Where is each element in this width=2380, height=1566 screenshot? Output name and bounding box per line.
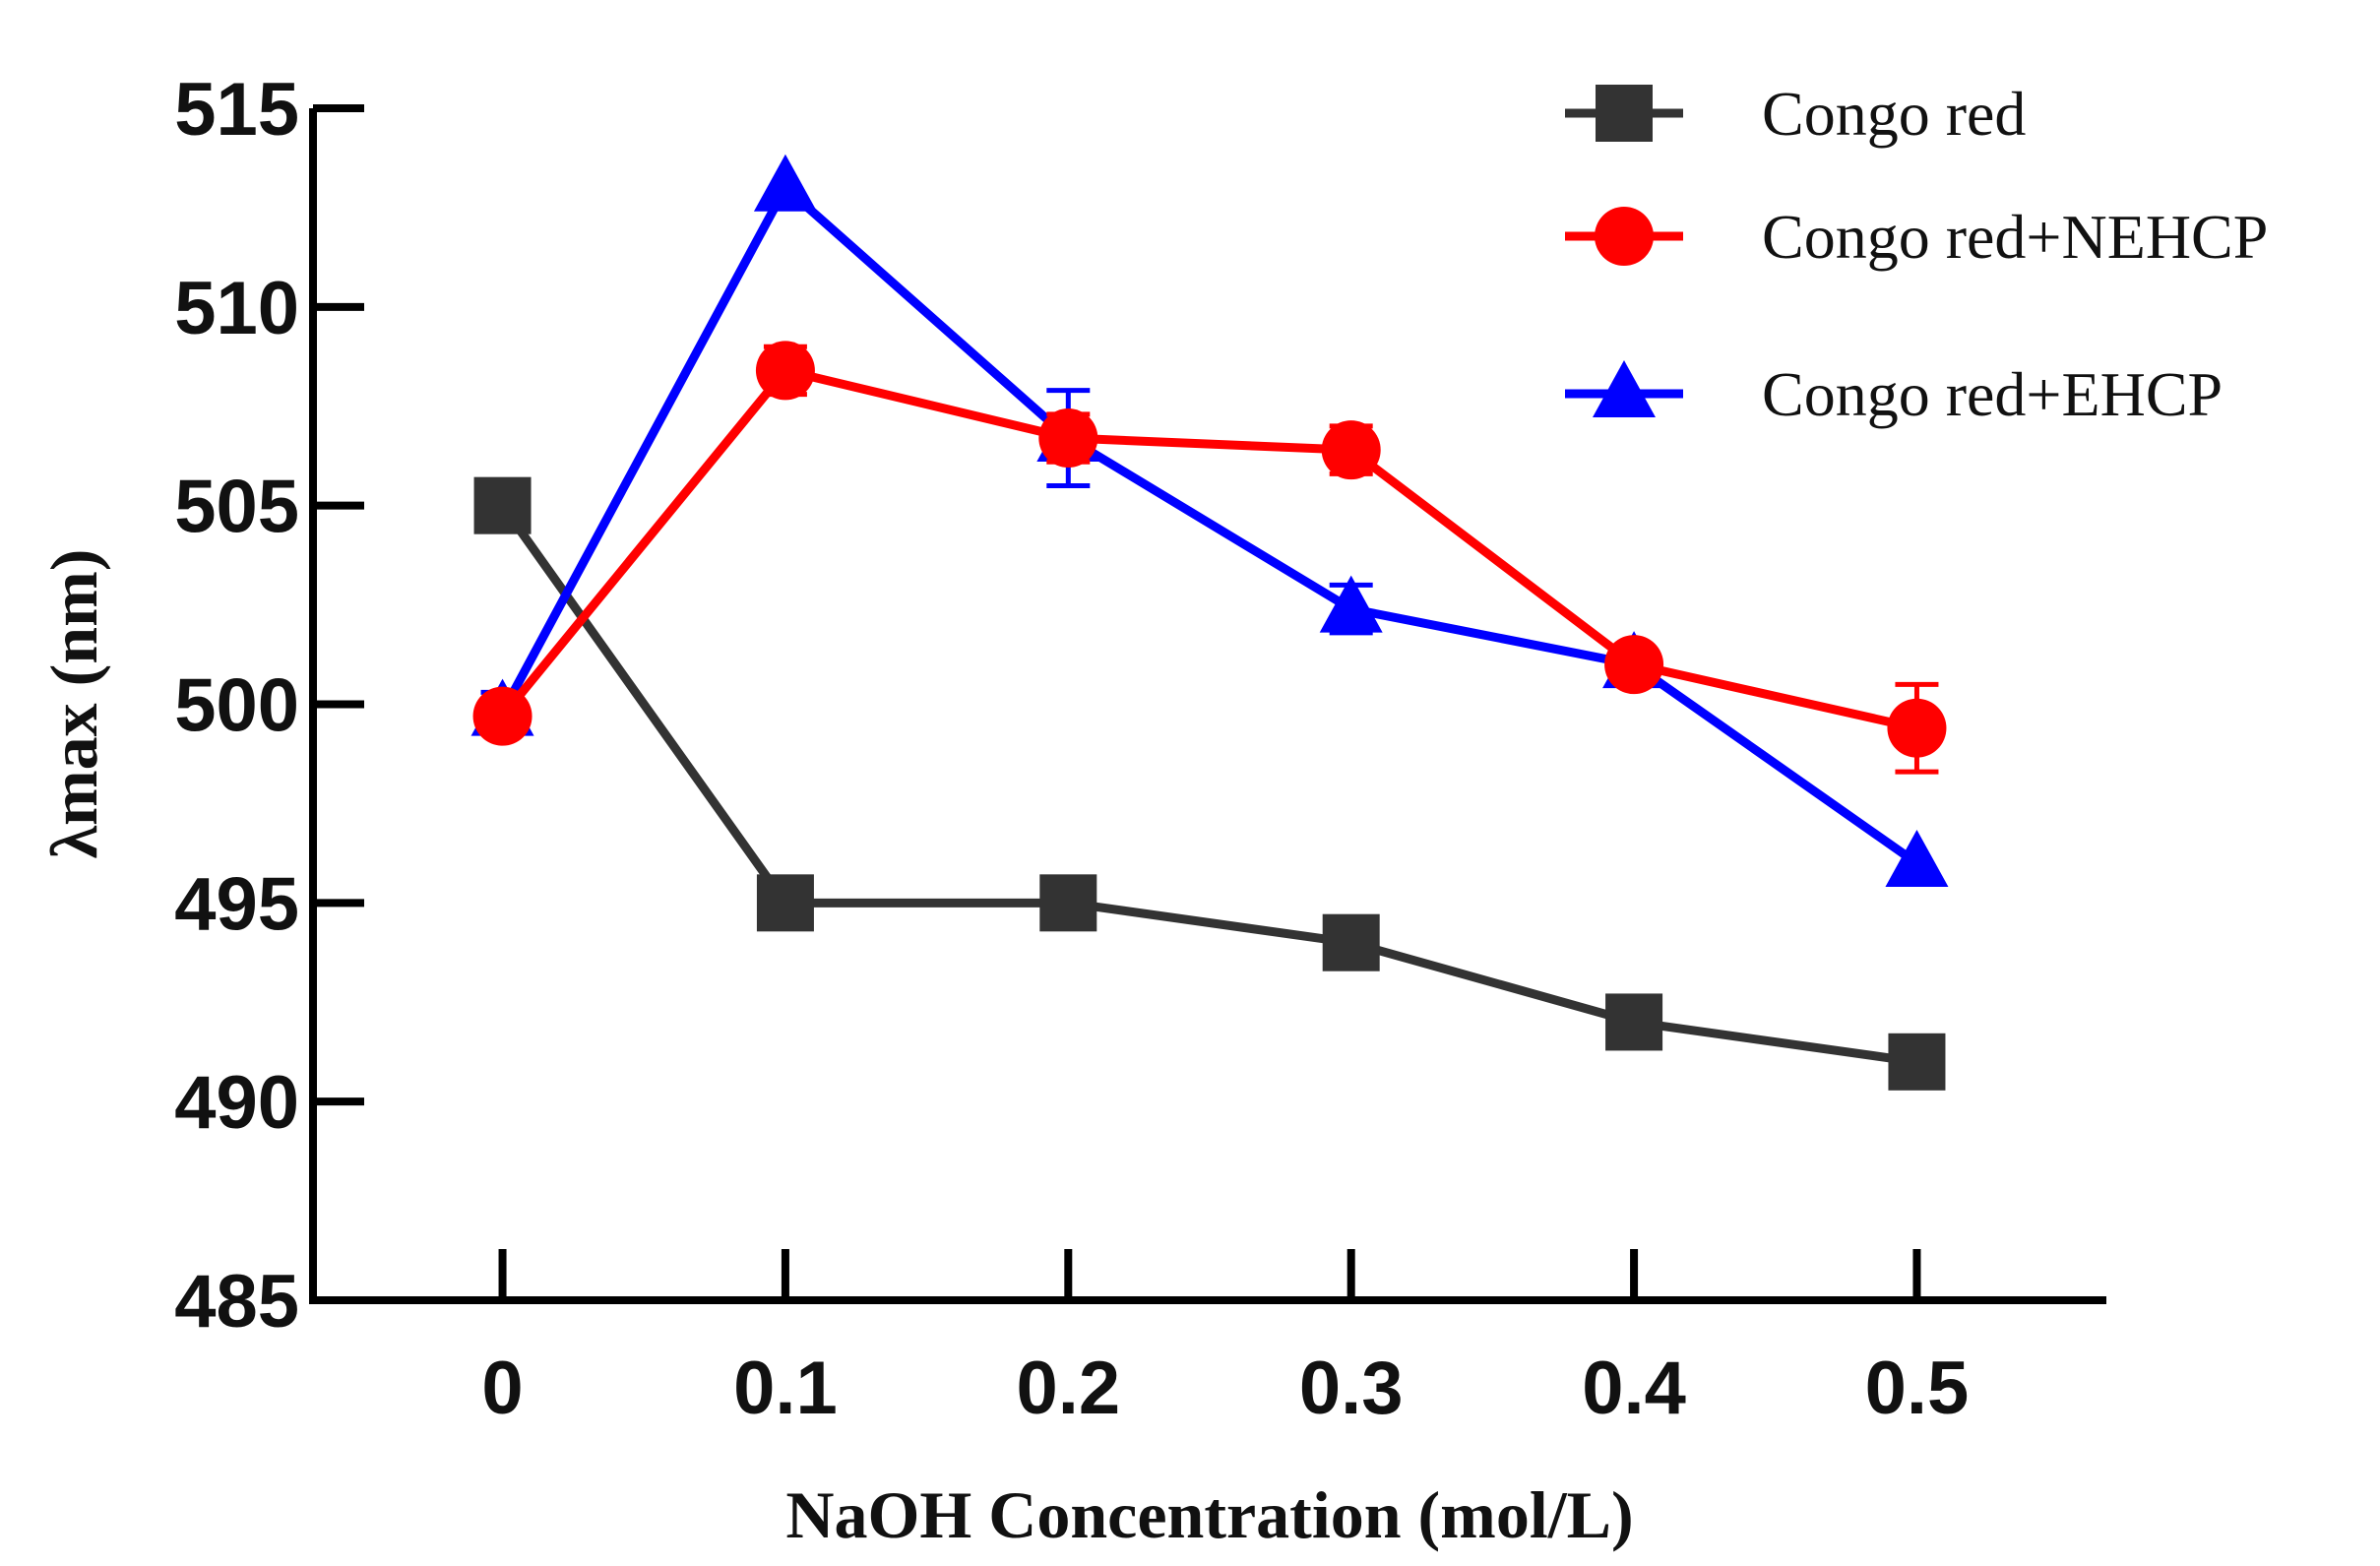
data-point-0.5 bbox=[1885, 829, 1949, 887]
legend-marker bbox=[1595, 207, 1654, 266]
legend-label: Congo red+EHCP bbox=[1762, 359, 2223, 429]
y-tick-label-510: 510 bbox=[174, 267, 299, 350]
legend-marker bbox=[1596, 85, 1653, 142]
data-point-0.3 bbox=[1321, 420, 1381, 480]
legend-item-congo-red-ehcp: Congo red+EHCP bbox=[1565, 359, 2223, 429]
data-point-0.2 bbox=[1038, 408, 1098, 469]
series-layer bbox=[470, 154, 1949, 1091]
data-point-0.3 bbox=[1319, 575, 1383, 633]
x-tick-label-0: 0 bbox=[481, 1347, 523, 1430]
data-point-0.2 bbox=[1039, 874, 1097, 932]
data-point-0.5 bbox=[1888, 1033, 1946, 1091]
x-tick-label-0.5: 0.5 bbox=[1865, 1347, 1970, 1430]
x-tick-label-0.1: 0.1 bbox=[733, 1347, 838, 1430]
x-tick-label-0.2: 0.2 bbox=[1016, 1347, 1120, 1430]
data-point-0.1 bbox=[755, 341, 815, 401]
y-tick-label-505: 505 bbox=[174, 466, 299, 549]
series-line bbox=[498, 183, 1920, 867]
data-point-0.5 bbox=[1887, 698, 1947, 758]
y-tick-label-495: 495 bbox=[174, 862, 299, 946]
legend-item-congo-red-nehcp: Congo red+NEHCP bbox=[1565, 202, 2268, 272]
series-line bbox=[499, 365, 1918, 733]
x-axis: 0 0.1 0.2 0.3 0.4 0.5 bbox=[309, 1249, 2106, 1430]
series-congo-red bbox=[473, 476, 1946, 1091]
x-tick-label-0.3: 0.3 bbox=[1299, 1347, 1404, 1430]
data-point-0.4 bbox=[1604, 635, 1664, 695]
y-tick-label-490: 490 bbox=[174, 1061, 299, 1145]
y-ticks: 485 490 495 500 505 510 515 bbox=[174, 68, 364, 1344]
legend-label: Congo red bbox=[1762, 79, 2026, 149]
legend-item-congo-red: Congo red bbox=[1565, 79, 2026, 149]
x-ticks: 0 0.1 0.2 0.3 0.4 0.5 bbox=[481, 1249, 1969, 1430]
y-tick-label-515: 515 bbox=[174, 68, 299, 152]
y-axis: 485 490 495 500 505 510 515 bbox=[174, 68, 364, 1344]
y-tick-label-500: 500 bbox=[174, 664, 299, 748]
legend-marker bbox=[1593, 360, 1656, 417]
data-point-0.3 bbox=[1322, 913, 1380, 971]
x-tick-label-0.4: 0.4 bbox=[1582, 1347, 1686, 1430]
data-point-0.1 bbox=[753, 154, 817, 212]
x-axis-title: NaOH Concentration (mol/L) bbox=[785, 1477, 1633, 1552]
series-congo-red-nehcp bbox=[472, 341, 1947, 775]
legend: Congo red Congo red+NEHCP Congo red+EHCP bbox=[1565, 79, 2268, 429]
data-point-0 bbox=[472, 686, 532, 746]
data-point-0 bbox=[473, 476, 532, 534]
legend-label: Congo red+NEHCP bbox=[1762, 202, 2268, 272]
data-point-0.4 bbox=[1605, 993, 1663, 1051]
data-point-0.1 bbox=[756, 874, 814, 932]
series-line bbox=[498, 503, 1918, 1067]
y-tick-label-485: 485 bbox=[174, 1260, 299, 1344]
y-axis-title: λmax (nm) bbox=[36, 549, 111, 859]
